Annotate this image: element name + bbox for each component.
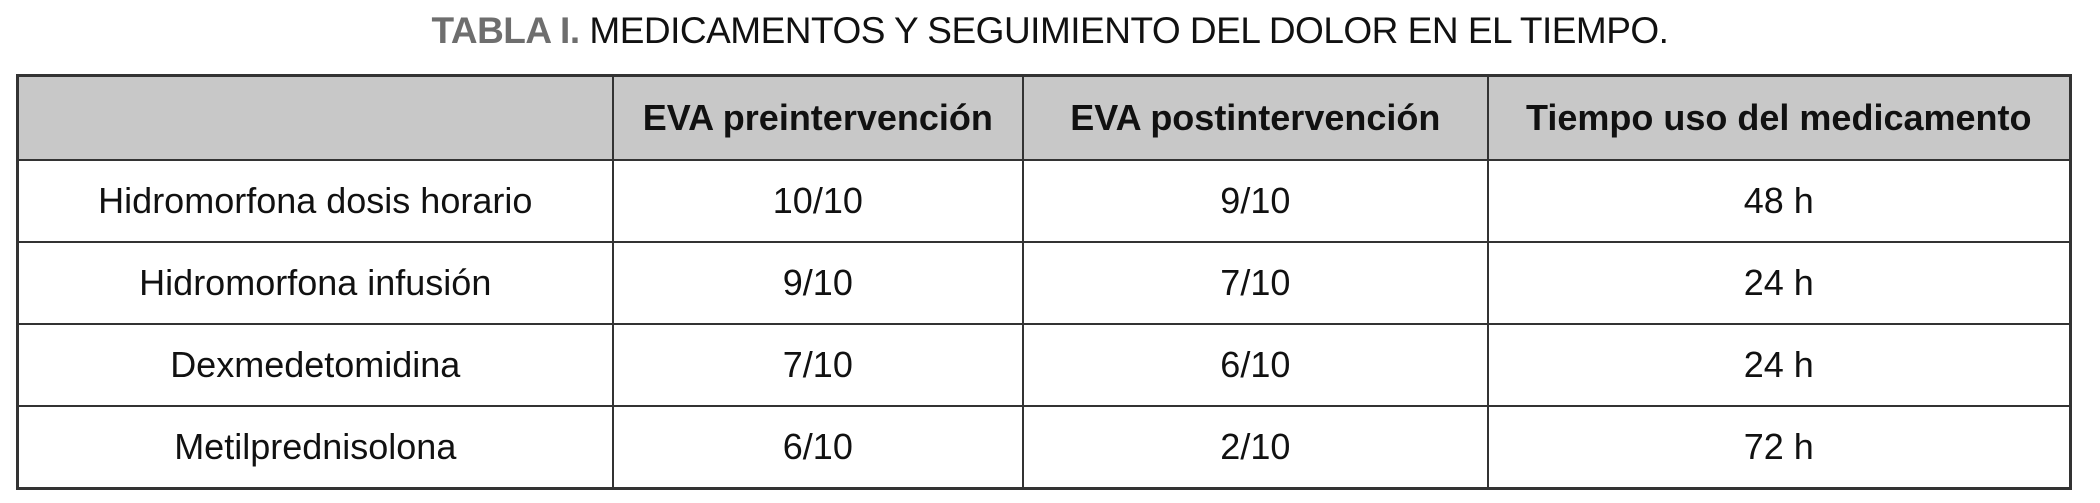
table-row: Hidromorfona dosis horario 10/10 9/10 48 h [16, 159, 2072, 243]
table-cell: Hidromorfona infusión [16, 241, 614, 325]
table-title: TABLA I. MEDICAMENTOS Y SEGUIMIENTO DEL … [0, 10, 2100, 52]
header-cell: EVA postintervención [1022, 74, 1489, 161]
table-cell: Hidromorfona dosis horario [16, 159, 614, 243]
table-cell: 10/10 [611, 159, 1025, 243]
table-row: Metilprednisolona 6/10 2/10 72 h [16, 405, 2072, 490]
table-cell: Dexmedetomidina [16, 323, 614, 407]
header-cell: EVA preintervención [611, 74, 1025, 161]
table-cell: 7/10 [1022, 241, 1489, 325]
header-cell: Tiempo uso del medicamento [1486, 74, 2072, 161]
table-cell: 6/10 [1022, 323, 1489, 407]
header-row: EVA preintervención EVA postintervención… [16, 74, 2072, 161]
table-cell: 9/10 [611, 241, 1025, 325]
table-cell: 6/10 [611, 405, 1025, 490]
table-cell: 2/10 [1022, 405, 1489, 490]
medications-table: EVA preintervención EVA postintervención… [16, 74, 2072, 490]
table-cell: 24 h [1486, 241, 2072, 325]
table-cell: 24 h [1486, 323, 2072, 407]
table-cell: 7/10 [611, 323, 1025, 407]
header-cell [16, 74, 614, 161]
table-cell: 48 h [1486, 159, 2072, 243]
table-cell: 72 h [1486, 405, 2072, 490]
table-caption: MEDICAMENTOS Y SEGUIMIENTO DEL DOLOR EN … [589, 10, 1669, 51]
table-cell: 9/10 [1022, 159, 1489, 243]
table-row: Dexmedetomidina 7/10 6/10 24 h [16, 323, 2072, 407]
table-row: Hidromorfona infusión 9/10 7/10 24 h [16, 241, 2072, 325]
table-label: TABLA I. [431, 10, 581, 51]
table-cell: Metilprednisolona [16, 405, 614, 490]
